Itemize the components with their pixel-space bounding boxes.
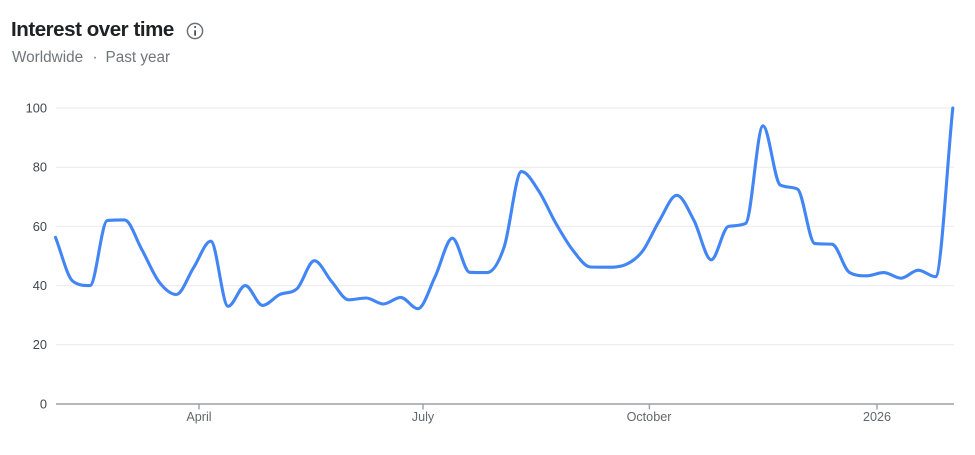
svg-text:100: 100	[26, 100, 47, 115]
svg-text:80: 80	[33, 160, 47, 175]
svg-text:60: 60	[33, 219, 47, 234]
svg-text:July: July	[412, 410, 435, 424]
svg-text:April: April	[186, 410, 211, 424]
svg-text:October: October	[627, 410, 672, 424]
svg-text:40: 40	[33, 278, 47, 293]
svg-text:2026: 2026	[863, 410, 891, 424]
svg-text:20: 20	[33, 337, 47, 352]
svg-text:0: 0	[40, 396, 47, 411]
